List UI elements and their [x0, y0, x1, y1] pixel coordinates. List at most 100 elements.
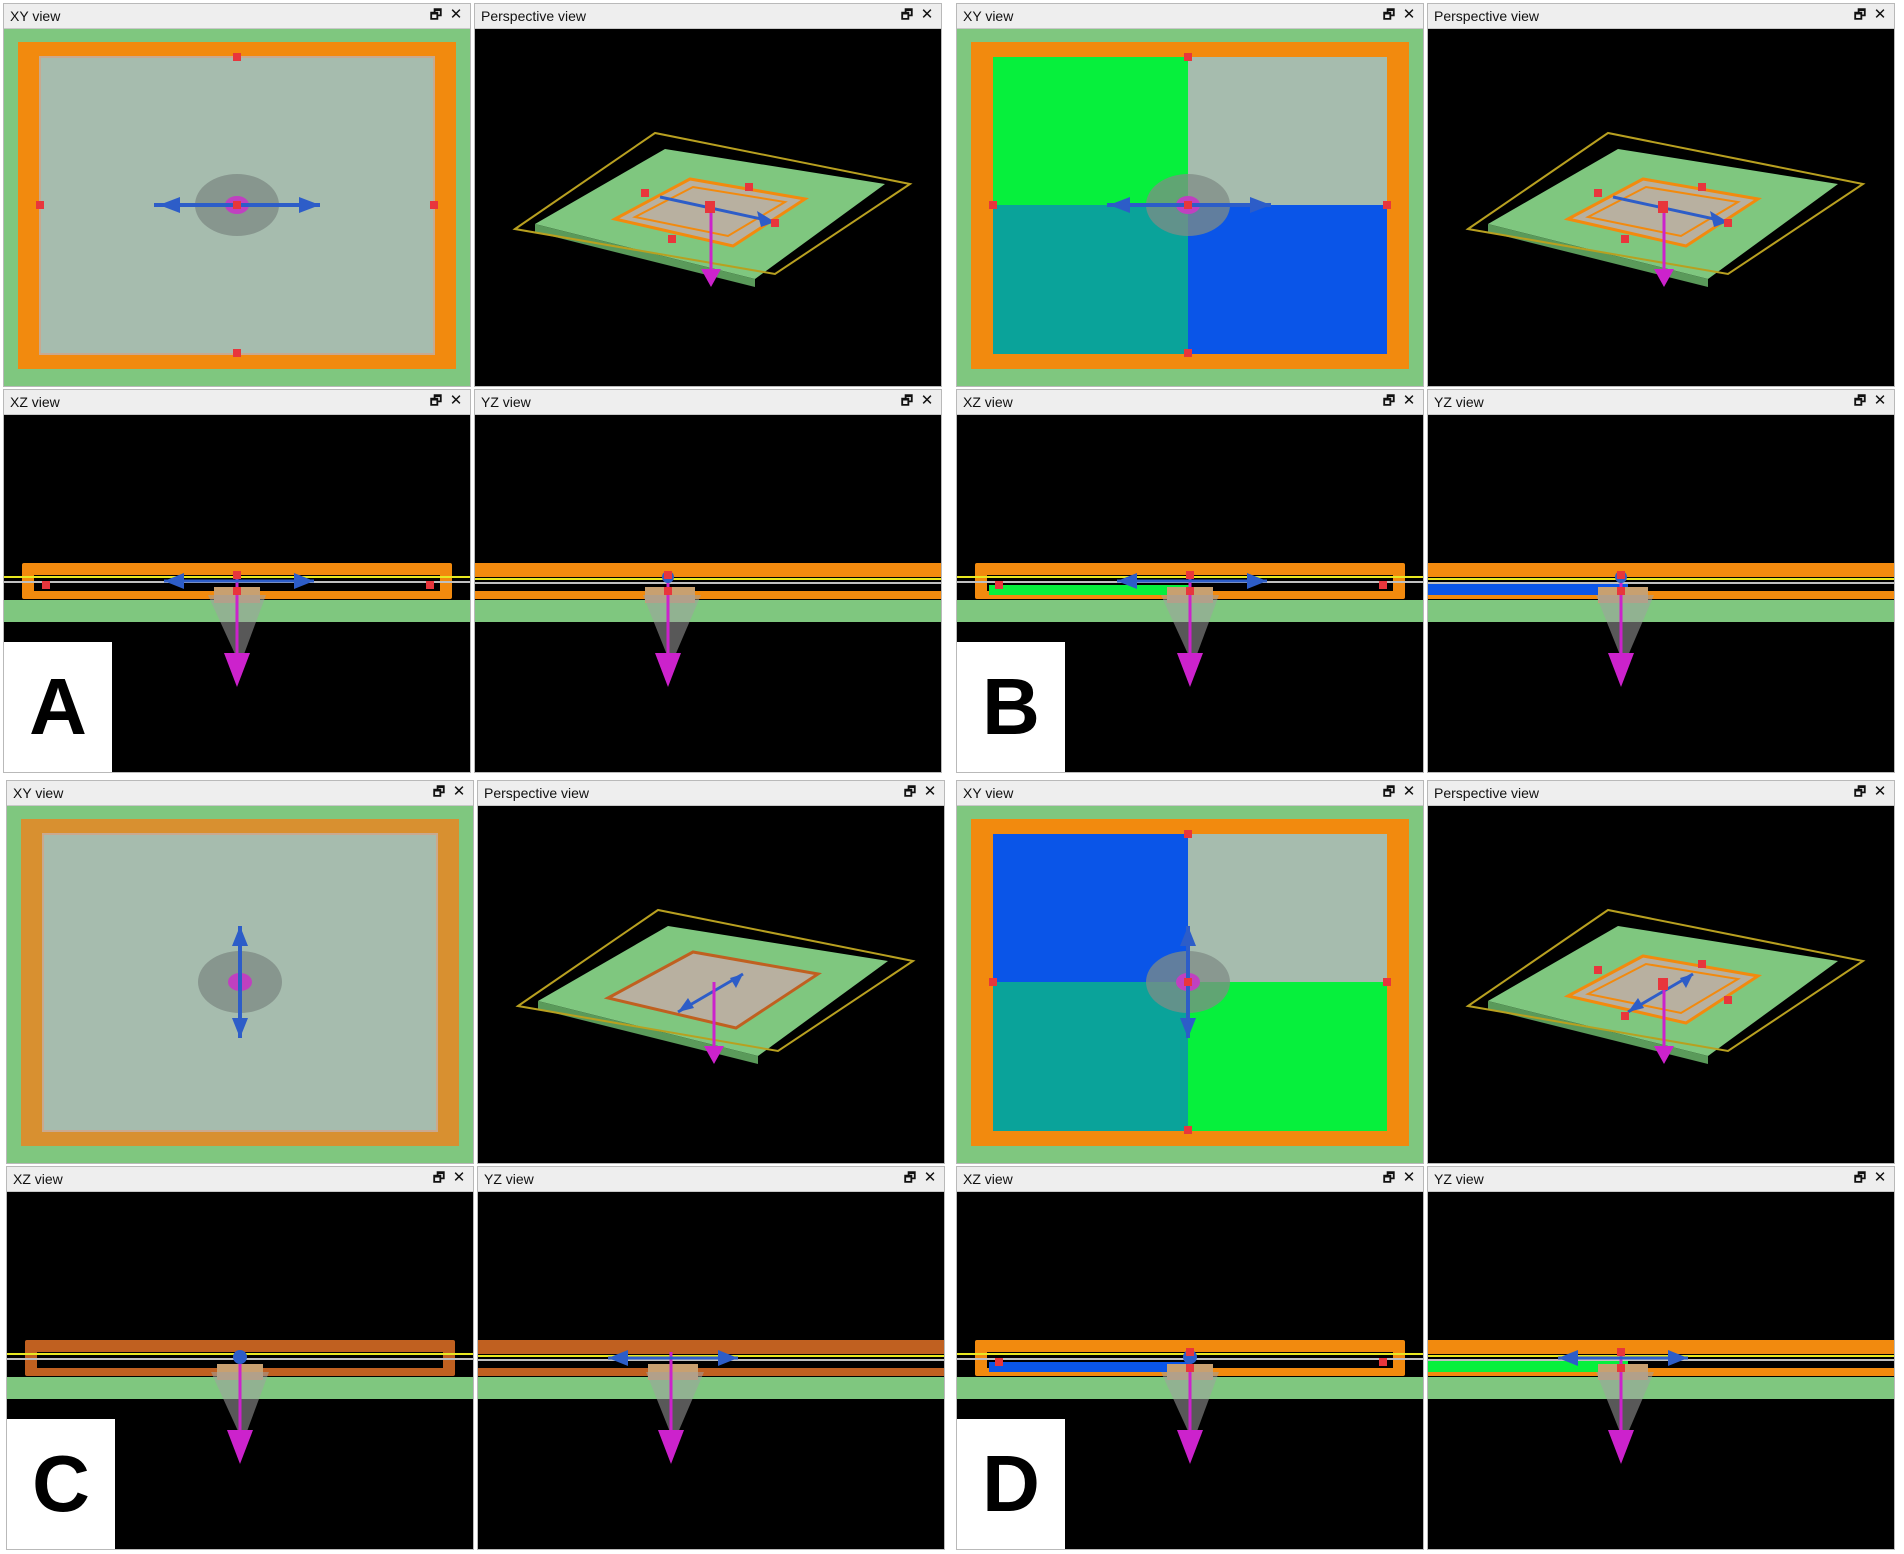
- viewport-title: YZ view: [1434, 394, 1484, 410]
- viewport-header: XY view 🗗 ✕: [957, 781, 1423, 806]
- viewport-title: Perspective view: [481, 8, 587, 24]
- restore-window-icon[interactable]: 🗗: [903, 1170, 917, 1185]
- viewport-header: YZ view 🗗 ✕: [478, 1167, 944, 1192]
- xz-viewport[interactable]: XZ view 🗗 ✕ A: [3, 389, 471, 773]
- viewport-header: XY view 🗗 ✕: [957, 4, 1423, 29]
- xz-canvas[interactable]: D: [957, 1192, 1423, 1549]
- panel-letter: C: [7, 1419, 115, 1549]
- xz-canvas[interactable]: C: [7, 1192, 473, 1549]
- restore-window-icon[interactable]: 🗗: [432, 1170, 446, 1185]
- xz-viewport[interactable]: XZ view 🗗 ✕ D: [956, 1166, 1424, 1550]
- close-icon[interactable]: ✕: [1873, 1169, 1887, 1186]
- viewport-header: YZ view 🗗 ✕: [1428, 390, 1894, 415]
- xy-viewport[interactable]: XY view 🗗 ✕: [956, 780, 1424, 1164]
- close-icon[interactable]: ✕: [1873, 6, 1887, 23]
- viewport-header: Perspective view 🗗 ✕: [1428, 4, 1894, 29]
- viewport-title: XZ view: [963, 1171, 1013, 1187]
- viewport-header: XZ view 🗗 ✕: [957, 390, 1423, 415]
- xz-canvas[interactable]: A: [4, 415, 470, 772]
- close-icon[interactable]: ✕: [1402, 392, 1416, 409]
- viewport-title: XY view: [963, 8, 1014, 24]
- perspective-canvas[interactable]: [475, 29, 941, 386]
- xy-canvas[interactable]: [7, 806, 473, 1163]
- close-icon[interactable]: ✕: [1402, 1169, 1416, 1186]
- viewport-title: YZ view: [1434, 1171, 1484, 1187]
- yz-viewport[interactable]: YZ view 🗗 ✕: [1427, 1166, 1895, 1550]
- perspective-canvas[interactable]: [1428, 29, 1894, 386]
- yz-canvas[interactable]: [1428, 1192, 1894, 1549]
- restore-window-icon[interactable]: 🗗: [1853, 7, 1867, 22]
- restore-window-icon[interactable]: 🗗: [900, 7, 914, 22]
- viewport-title: XY view: [963, 785, 1014, 801]
- viewport-header: Perspective view 🗗 ✕: [475, 4, 941, 29]
- yz-viewport[interactable]: YZ view 🗗 ✕: [477, 1166, 945, 1550]
- close-icon[interactable]: ✕: [452, 783, 466, 800]
- close-icon[interactable]: ✕: [1873, 783, 1887, 800]
- xy-canvas[interactable]: [4, 29, 470, 386]
- viewport-header: XY view 🗗 ✕: [4, 4, 470, 29]
- perspective-canvas[interactable]: [1428, 806, 1894, 1163]
- restore-window-icon[interactable]: 🗗: [903, 784, 917, 799]
- panel-d: XY view 🗗 ✕: [956, 780, 1895, 1550]
- restore-window-icon[interactable]: 🗗: [429, 7, 443, 22]
- viewport-header: Perspective view 🗗 ✕: [478, 781, 944, 806]
- close-icon[interactable]: ✕: [449, 6, 463, 23]
- viewport-title: YZ view: [481, 394, 531, 410]
- yz-viewport[interactable]: YZ view 🗗 ✕: [1427, 389, 1895, 773]
- viewport-title: XZ view: [13, 1171, 63, 1187]
- restore-window-icon[interactable]: 🗗: [900, 393, 914, 408]
- close-icon[interactable]: ✕: [1402, 6, 1416, 23]
- viewport-header: YZ view 🗗 ✕: [475, 390, 941, 415]
- close-icon[interactable]: ✕: [1402, 783, 1416, 800]
- close-icon[interactable]: ✕: [1873, 392, 1887, 409]
- panel-letter: A: [4, 642, 112, 772]
- viewport-title: Perspective view: [1434, 785, 1540, 801]
- xy-viewport[interactable]: XY view 🗗 ✕: [956, 3, 1424, 387]
- viewport-header: XY view 🗗 ✕: [7, 781, 473, 806]
- perspective-viewport[interactable]: Perspective view 🗗 ✕: [474, 3, 942, 387]
- restore-window-icon[interactable]: 🗗: [432, 784, 446, 799]
- restore-window-icon[interactable]: 🗗: [1382, 784, 1396, 799]
- restore-window-icon[interactable]: 🗗: [1382, 1170, 1396, 1185]
- close-icon[interactable]: ✕: [920, 392, 934, 409]
- viewport-header: YZ view 🗗 ✕: [1428, 1167, 1894, 1192]
- restore-window-icon[interactable]: 🗗: [1853, 784, 1867, 799]
- xy-viewport[interactable]: XY view 🗗 ✕: [3, 3, 471, 387]
- restore-window-icon[interactable]: 🗗: [1853, 393, 1867, 408]
- viewport-title: XY view: [13, 785, 64, 801]
- yz-canvas[interactable]: [478, 1192, 944, 1549]
- yz-canvas[interactable]: [475, 415, 941, 772]
- xz-viewport[interactable]: XZ view 🗗 ✕ C: [6, 1166, 474, 1550]
- restore-window-icon[interactable]: 🗗: [1382, 7, 1396, 22]
- close-icon[interactable]: ✕: [923, 783, 937, 800]
- yz-viewport[interactable]: YZ view 🗗 ✕: [474, 389, 942, 773]
- perspective-canvas[interactable]: [478, 806, 944, 1163]
- restore-window-icon[interactable]: 🗗: [1853, 1170, 1867, 1185]
- restore-window-icon[interactable]: 🗗: [429, 393, 443, 408]
- xy-canvas[interactable]: [957, 29, 1423, 386]
- perspective-viewport[interactable]: Perspective view 🗗 ✕: [1427, 780, 1895, 1164]
- viewport-header: XZ view 🗗 ✕: [4, 390, 470, 415]
- close-icon[interactable]: ✕: [920, 6, 934, 23]
- perspective-viewport[interactable]: Perspective view 🗗 ✕: [477, 780, 945, 1164]
- viewport-header: XZ view 🗗 ✕: [957, 1167, 1423, 1192]
- panel-a: XY view 🗗 ✕ Perspective: [3, 3, 942, 773]
- close-icon[interactable]: ✕: [923, 1169, 937, 1186]
- close-icon[interactable]: ✕: [452, 1169, 466, 1186]
- close-icon[interactable]: ✕: [449, 392, 463, 409]
- panel-b: XY view 🗗 ✕: [956, 3, 1895, 773]
- viewport-title: XZ view: [963, 394, 1013, 410]
- restore-window-icon[interactable]: 🗗: [1382, 393, 1396, 408]
- viewport-header: XZ view 🗗 ✕: [7, 1167, 473, 1192]
- panel-c: XY view 🗗 ✕ Perspective view 🗗 ✕: [6, 780, 945, 1550]
- viewport-title: XY view: [10, 8, 61, 24]
- xy-canvas[interactable]: [957, 806, 1423, 1163]
- xz-viewport[interactable]: XZ view 🗗 ✕: [956, 389, 1424, 773]
- xz-canvas[interactable]: B: [957, 415, 1423, 772]
- viewport-header: Perspective view 🗗 ✕: [1428, 781, 1894, 806]
- panel-letter: B: [957, 642, 1065, 772]
- perspective-viewport[interactable]: Perspective view 🗗 ✕: [1427, 3, 1895, 387]
- viewport-title: Perspective view: [1434, 8, 1540, 24]
- yz-canvas[interactable]: [1428, 415, 1894, 772]
- xy-viewport[interactable]: XY view 🗗 ✕: [6, 780, 474, 1164]
